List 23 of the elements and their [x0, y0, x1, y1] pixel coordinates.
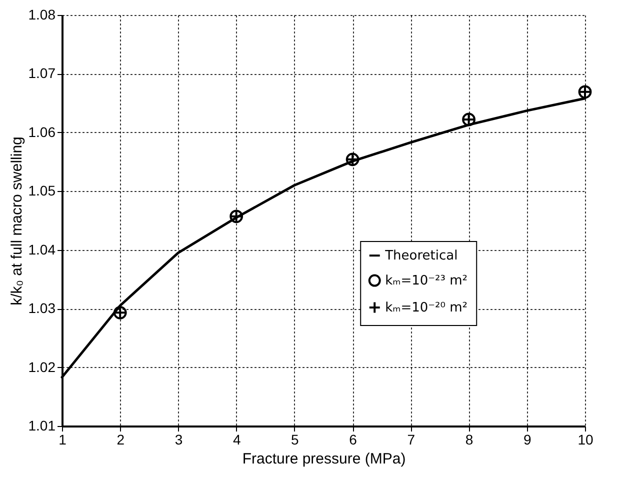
x-tick-label: 9	[523, 432, 532, 448]
x-tick-label: 5	[291, 432, 300, 448]
x-tick-label: 10	[578, 432, 594, 448]
y-tick-label: 1.06	[28, 124, 56, 140]
x-tick-label: 7	[407, 432, 416, 448]
y-axis-title: k/k₀ at full macro swelling	[8, 136, 26, 306]
x-tick-label: 1	[58, 432, 67, 448]
y-tick-label: 1.08	[28, 6, 56, 22]
y-tick-label: 1.05	[28, 182, 56, 199]
y-tick-label: 1.04	[28, 241, 56, 258]
x-axis-title: Fracture pressure (MPa)	[242, 450, 406, 468]
y-tick-label: 1.01	[28, 418, 56, 434]
legend-label: kₘ=10⁻²³ m²	[385, 274, 468, 289]
y-tick-label: 1.07	[28, 65, 56, 82]
x-tick-label: 2	[116, 432, 125, 448]
x-tick-label: 4	[232, 432, 241, 448]
y-tick-label: 1.03	[28, 300, 56, 316]
legend-label: Theoretical	[384, 248, 458, 264]
x-tick-label: 8	[465, 432, 474, 448]
x-tick-label: 3	[174, 432, 183, 448]
x-tick-label: 6	[349, 432, 358, 448]
y-tick-label: 1.02	[28, 358, 56, 375]
legend-label: kₘ=10⁻²⁰ m²	[385, 300, 468, 316]
